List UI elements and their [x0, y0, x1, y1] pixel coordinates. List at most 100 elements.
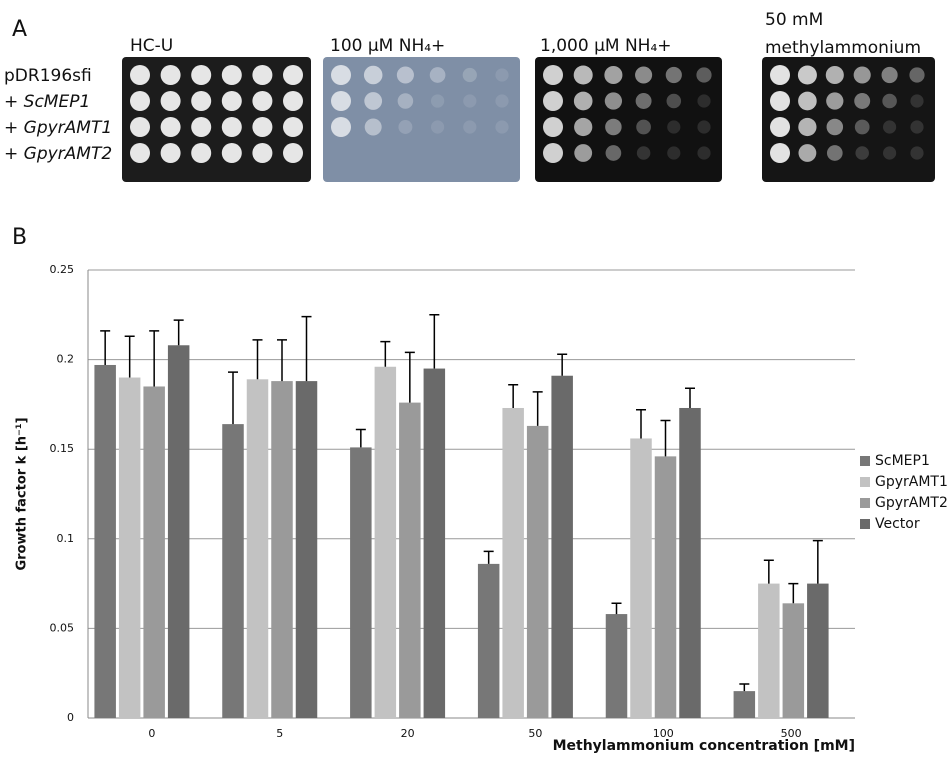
spot: [798, 65, 817, 84]
y-tick-label: 0: [67, 711, 74, 724]
bar: [734, 691, 756, 718]
legend-swatch: [860, 498, 870, 508]
x-tick-label: 20: [401, 727, 415, 740]
condition-label: 50 mM: [765, 10, 823, 30]
spot: [130, 65, 150, 85]
spot: [543, 117, 563, 137]
error-bar: [636, 410, 646, 439]
spot: [398, 120, 412, 134]
spot: [910, 120, 923, 133]
spot: [463, 120, 476, 133]
spot: [161, 65, 181, 85]
legend-label: Vector: [875, 516, 920, 532]
y-tick-label: 0.2: [57, 353, 75, 366]
spot: [882, 94, 897, 109]
bar: [247, 379, 269, 718]
spot: [636, 93, 652, 109]
error-bar: [356, 429, 366, 447]
spot: [910, 94, 923, 107]
spot: [883, 120, 896, 133]
bar: [119, 378, 140, 718]
bar: [655, 456, 677, 718]
spot: [463, 94, 476, 107]
spot: [798, 144, 816, 162]
spot: [283, 143, 303, 163]
spot: [697, 146, 710, 159]
row-label: + ScMEP1: [4, 92, 90, 112]
spot: [130, 143, 150, 163]
error-bar: [174, 320, 184, 345]
plate: [122, 57, 311, 182]
spot: [543, 143, 563, 163]
bar: [478, 564, 500, 718]
spot: [331, 91, 351, 111]
spot: [463, 68, 477, 82]
spot: [909, 67, 924, 82]
bar: [679, 408, 701, 718]
spot: [331, 65, 351, 85]
row-label: pDR196sfi: [4, 66, 92, 86]
spot: [696, 67, 711, 82]
spot: [283, 91, 303, 111]
bar: [606, 614, 628, 718]
error-bar: [125, 336, 135, 377]
y-axis-label: Growth factor k [h⁻¹]: [15, 417, 30, 570]
plate: [323, 57, 520, 182]
spot: [798, 118, 816, 136]
spot: [910, 146, 923, 159]
x-tick-label: 500: [781, 727, 802, 740]
error-bar: [149, 331, 159, 387]
spot: [827, 145, 843, 161]
bar: [807, 584, 829, 718]
panel-label: A: [12, 17, 27, 42]
spot: [574, 118, 592, 136]
spot: [770, 117, 790, 137]
spot: [543, 91, 563, 111]
bar: [222, 424, 244, 718]
spot: [605, 119, 621, 135]
y-tick-label: 0.05: [50, 621, 75, 634]
spot: [635, 66, 652, 83]
spot: [543, 65, 563, 85]
error-bar: [557, 354, 567, 376]
spot: [605, 92, 622, 109]
y-tick-label: 0.1: [57, 532, 75, 545]
bar: [783, 603, 805, 718]
plate-photos: [122, 57, 935, 182]
error-bar: [612, 603, 622, 614]
spot: [855, 120, 870, 135]
spot: [252, 65, 272, 85]
figure: A HC-U 100 µM NH₄+ 1,000 µM NH₄+ 50 mM m…: [0, 0, 949, 767]
spot: [667, 120, 680, 133]
spot: [667, 94, 682, 109]
spot: [770, 91, 790, 111]
spot: [636, 120, 651, 135]
spot: [495, 68, 508, 81]
error-bar: [302, 317, 312, 382]
spot: [222, 91, 242, 111]
spot: [331, 117, 351, 137]
spot: [495, 94, 508, 107]
legend-label: GpyrAMT1: [875, 474, 948, 490]
legend-swatch: [860, 477, 870, 487]
x-tick-label: 50: [528, 727, 542, 740]
error-bar: [788, 584, 798, 604]
spot: [637, 146, 651, 160]
error-bar: [739, 684, 749, 691]
bar: [168, 345, 190, 718]
bar: [94, 365, 116, 718]
spot: [364, 66, 383, 85]
spot: [697, 94, 710, 107]
spot: [283, 65, 303, 85]
spot: [854, 66, 871, 83]
error-bar: [661, 421, 671, 457]
spot: [191, 117, 211, 137]
bar: [527, 426, 549, 718]
error-bar: [508, 385, 518, 408]
spot: [191, 65, 211, 85]
bar: [143, 386, 165, 718]
x-tick-label: 0: [148, 727, 155, 740]
spot: [604, 66, 622, 84]
bar: [551, 376, 573, 718]
spot: [397, 66, 414, 83]
